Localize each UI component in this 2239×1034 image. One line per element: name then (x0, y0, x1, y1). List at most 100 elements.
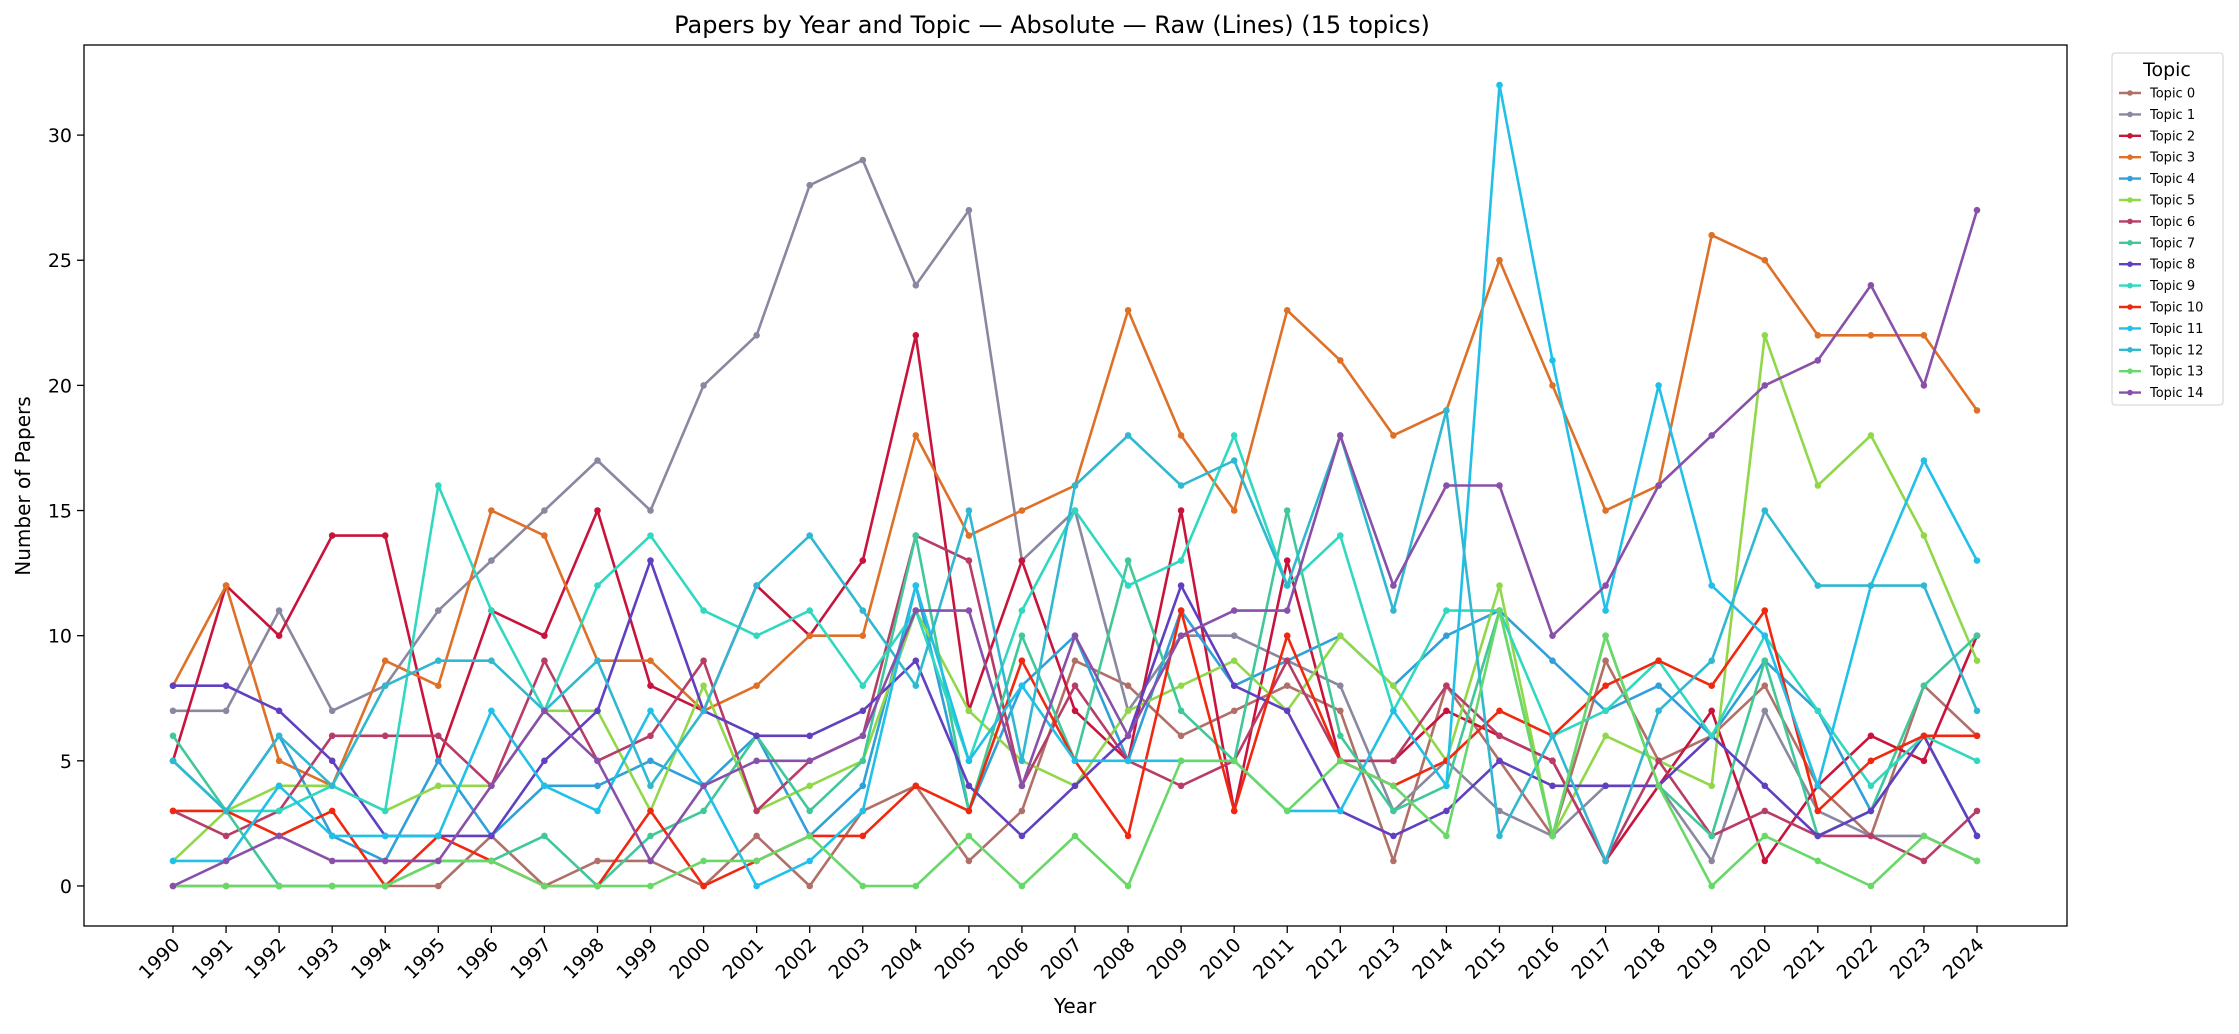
data-point (328, 782, 336, 790)
y-tick-label: 0 (60, 876, 72, 898)
data-point (1337, 682, 1344, 689)
legend-item: Topic 10 (2119, 301, 2203, 316)
data-point (965, 206, 973, 214)
data-point (1230, 432, 1238, 439)
plot-area (169, 81, 1981, 890)
data-point (1496, 482, 1503, 489)
data-point (806, 732, 813, 740)
legend-marker (2127, 347, 2133, 353)
data-point (1071, 632, 1079, 639)
legend-marker (2127, 197, 2133, 203)
data-point (1230, 757, 1238, 765)
legend-label: Topic 3 (2149, 151, 2195, 166)
data-point (647, 557, 654, 564)
data-point (1230, 457, 1238, 464)
data-point (1814, 582, 1822, 589)
data-point (859, 757, 867, 765)
legend-item: Topic 6 (2119, 215, 2195, 230)
data-point (169, 732, 177, 740)
legend-label: Topic 9 (2149, 279, 2195, 294)
legend-marker (2127, 133, 2133, 139)
data-point (1973, 657, 1981, 664)
data-point (275, 782, 283, 790)
data-point (1390, 682, 1397, 689)
data-point (1124, 757, 1132, 765)
legend-item: Topic 12 (2119, 343, 2203, 358)
data-point (275, 807, 283, 815)
data-point (806, 532, 813, 539)
data-point (1283, 307, 1291, 314)
data-point (965, 707, 973, 715)
data-point (859, 707, 867, 715)
data-point (859, 732, 867, 740)
data-point (1708, 657, 1715, 664)
legend-item: Topic 14 (2119, 386, 2203, 401)
data-point (541, 632, 548, 639)
data-point (1496, 832, 1503, 840)
data-point (1390, 432, 1397, 439)
data-point (594, 457, 601, 464)
series-13 (169, 607, 1981, 890)
data-point (1230, 682, 1238, 689)
legend-marker (2127, 282, 2133, 289)
legend-marker (2127, 368, 2133, 375)
data-point (1390, 757, 1397, 765)
legend-label: Topic 4 (2149, 172, 2195, 187)
data-point (806, 882, 813, 890)
data-point (1337, 757, 1344, 765)
data-point (1230, 657, 1238, 664)
data-point (1973, 407, 1981, 414)
data-point (1283, 507, 1291, 514)
data-point (965, 557, 973, 564)
data-point (859, 607, 867, 614)
legend-marker (2127, 304, 2133, 310)
legend-item: Topic 8 (2119, 258, 2195, 273)
data-point (1230, 807, 1238, 815)
data-point (488, 707, 495, 715)
legend-label: Topic 11 (2149, 322, 2203, 337)
data-point (1018, 657, 1026, 664)
data-point (328, 757, 336, 765)
data-point (1337, 807, 1344, 815)
data-point (700, 782, 707, 790)
legend-item: Topic 5 (2119, 194, 2195, 209)
data-point (1071, 657, 1079, 664)
legend-items: Topic 0 Topic 1 Topic 2 Topic 3 Topic 4 Topic… (2119, 87, 2203, 401)
data-point (381, 657, 389, 664)
data-point (1549, 832, 1556, 840)
data-point (1337, 732, 1344, 740)
data-point (1920, 382, 1928, 389)
data-point (1071, 707, 1079, 715)
data-point (1337, 707, 1344, 715)
legend-marker (2127, 154, 2133, 160)
legend-item: Topic 0 (2119, 87, 2195, 102)
data-point (381, 882, 389, 890)
data-point (806, 782, 813, 790)
data-point (965, 532, 973, 539)
data-point (541, 507, 548, 514)
y-tick-label: 20 (48, 375, 72, 397)
data-point (1708, 832, 1715, 840)
data-point (328, 707, 336, 715)
legend-marker (2127, 325, 2133, 332)
data-point (1761, 857, 1769, 865)
data-point (275, 707, 283, 715)
data-point (1708, 882, 1715, 890)
data-point (381, 832, 389, 840)
data-point (381, 532, 389, 539)
data-point (1177, 507, 1185, 514)
data-point (806, 832, 813, 840)
data-point (1655, 382, 1662, 389)
data-point (1177, 607, 1185, 614)
data-point (912, 582, 920, 589)
data-point (647, 807, 654, 815)
data-point (647, 857, 654, 865)
data-point (1283, 582, 1291, 589)
data-point (1283, 607, 1291, 614)
data-point (1124, 557, 1132, 564)
data-point (753, 632, 760, 639)
y-tick-label: 30 (48, 125, 72, 147)
data-point (594, 582, 601, 589)
data-point (647, 882, 654, 890)
data-point (1230, 632, 1238, 639)
